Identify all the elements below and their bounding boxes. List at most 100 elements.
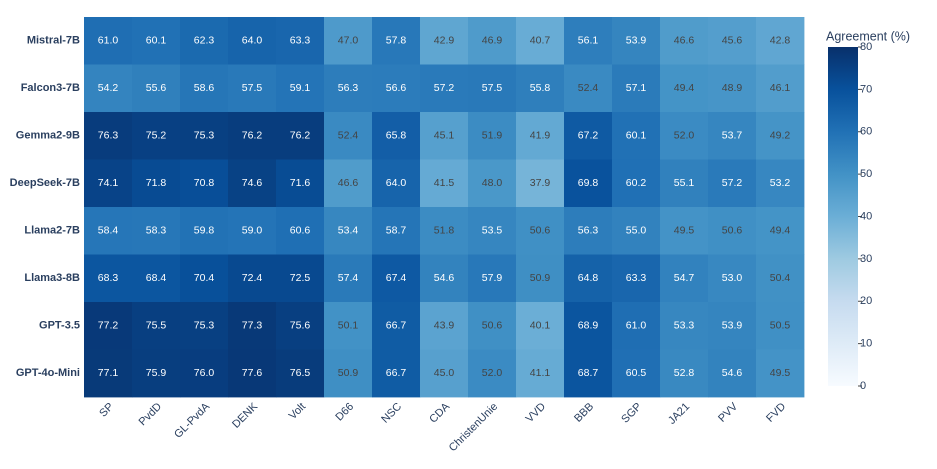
heatmap-cell — [420, 112, 469, 160]
cell-label: 56.1 — [578, 35, 599, 47]
cell-label: 69.8 — [578, 177, 599, 189]
cell-label: 75.3 — [194, 320, 215, 332]
cell-label: 61.0 — [626, 320, 647, 332]
heatmap-cell — [180, 207, 229, 255]
cell-label: 50.6 — [530, 225, 551, 237]
heatmap-cell — [132, 302, 181, 350]
cell-label: 64.0 — [386, 177, 407, 189]
cell-label: 65.8 — [386, 130, 407, 142]
heatmap-cell — [180, 17, 229, 65]
cell-label: 66.7 — [386, 320, 407, 332]
heatmap-cell — [564, 112, 613, 160]
cell-label: 53.3 — [674, 320, 695, 332]
row-label: Llama2-7B — [24, 225, 80, 237]
cell-label: 50.6 — [482, 320, 503, 332]
x-tick-label: VVD — [524, 401, 549, 426]
heatmap-cell — [468, 112, 517, 160]
cell-label: 53.9 — [626, 35, 647, 47]
heatmap-cell — [564, 302, 613, 350]
heatmap-cell — [372, 17, 421, 65]
heatmap-cell — [276, 254, 325, 303]
heatmap-cell — [612, 112, 661, 160]
cell-label: 57.5 — [242, 82, 263, 94]
heatmap-cell — [660, 17, 709, 65]
x-tick-label: BBB — [572, 401, 596, 425]
row-label: GPT-4o-Mini — [16, 367, 80, 379]
cell-label: 46.6 — [338, 177, 359, 189]
heatmap-cell — [276, 64, 325, 113]
cell-label: 67.4 — [386, 272, 407, 284]
cell-label: 59.1 — [290, 82, 311, 94]
heatmap-cell — [228, 64, 277, 113]
cell-label: 53.5 — [482, 225, 503, 237]
heatmap-cell — [708, 112, 757, 160]
heatmap-cell — [372, 64, 421, 113]
cell-label: 54.6 — [722, 367, 743, 379]
cell-label: 61.0 — [98, 35, 119, 47]
cell-label: 52.4 — [338, 130, 359, 142]
cell-label: 51.9 — [482, 130, 503, 142]
heatmap-cell — [708, 159, 757, 208]
cell-label: 50.1 — [338, 320, 359, 332]
heatmap-cell — [132, 17, 181, 65]
row-label: GPT-3.5 — [39, 320, 80, 332]
heatmap-cell — [612, 64, 661, 113]
heatmap-cell — [276, 112, 325, 160]
cell-label: 60.5 — [626, 367, 647, 379]
cell-label: 57.8 — [386, 35, 407, 47]
heatmap-cell — [324, 207, 373, 255]
row-label: Llama3-8B — [24, 272, 80, 284]
cell-label: 53.7 — [722, 130, 743, 142]
heatmap-cell — [132, 207, 181, 255]
cell-label: 41.5 — [434, 177, 455, 189]
heatmap-cell — [372, 112, 421, 160]
heatmap-cell — [84, 17, 133, 65]
cell-label: 46.6 — [674, 35, 695, 47]
heatmap-cell — [468, 207, 517, 255]
heatmap-cell — [276, 302, 325, 350]
cell-label: 50.6 — [722, 225, 743, 237]
cell-label: 59.0 — [242, 225, 263, 237]
cell-label: 43.9 — [434, 320, 455, 332]
heatmap-cell — [228, 112, 277, 160]
cell-label: 77.1 — [98, 367, 119, 379]
heatmap-cell — [708, 302, 757, 350]
heatmap-cell — [660, 302, 709, 350]
cell-label: 50.4 — [770, 272, 791, 284]
cell-label: 41.1 — [530, 367, 551, 379]
heatmap-cell — [372, 254, 421, 303]
heatmap-cell — [180, 254, 229, 303]
cell-label: 53.0 — [722, 272, 743, 284]
cell-label: 51.8 — [434, 225, 455, 237]
x-tick-label: ChristenUnie — [447, 401, 500, 454]
cell-label: 68.3 — [98, 272, 119, 284]
cell-label: 49.2 — [770, 130, 791, 142]
heatmap-cell — [420, 349, 469, 398]
row-label: DeepSeek-7B — [10, 177, 80, 189]
cell-label: 54.7 — [674, 272, 695, 284]
heatmap-cell — [756, 207, 805, 255]
cell-label: 58.4 — [98, 225, 119, 237]
heatmap-cell — [132, 159, 181, 208]
heatmap-cell — [516, 159, 565, 208]
heatmap-cell — [516, 302, 565, 350]
cell-label: 76.2 — [242, 130, 263, 142]
x-tick-label: SGP — [619, 401, 644, 426]
cell-label: 52.0 — [674, 130, 695, 142]
heatmap-cell — [228, 302, 277, 350]
x-tick-label: CDA — [427, 400, 452, 425]
heatmap-cell — [756, 64, 805, 113]
heatmap-cell — [516, 17, 565, 65]
x-tick-label: SP — [97, 401, 116, 420]
cell-label: 53.9 — [722, 320, 743, 332]
cell-label: 76.0 — [194, 367, 215, 379]
cell-label: 53.4 — [338, 225, 359, 237]
cell-label: 46.9 — [482, 35, 503, 47]
heatmap-cell — [516, 254, 565, 303]
heatmap-cell — [564, 17, 613, 65]
cell-label: 75.5 — [146, 320, 167, 332]
cell-label: 49.5 — [770, 367, 791, 379]
x-tick-label: GL-PvdA — [172, 400, 213, 441]
cell-label: 59.8 — [194, 225, 215, 237]
